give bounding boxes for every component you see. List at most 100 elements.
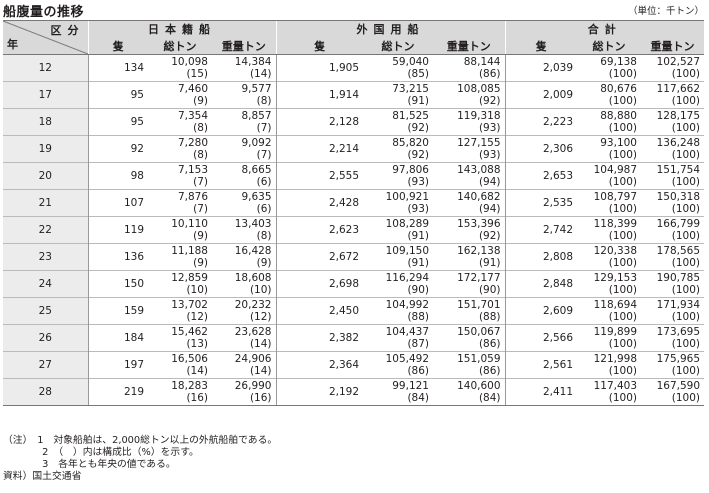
gross-tons-share: (84)	[407, 392, 429, 404]
deadweight-tons-cell: 117,662 (100)	[641, 81, 704, 109]
vessels-cell: 2,535	[504, 189, 577, 217]
deadweight-tons-share: (7)	[256, 149, 272, 161]
year-cell: 26	[3, 324, 88, 352]
gross-tons-cell: 129,153 (100)	[577, 270, 641, 298]
deadweight-tons-value: 166,799	[656, 218, 700, 230]
year-cell: 23	[3, 243, 88, 271]
gross-tons-cell: 11,188 (9)	[148, 243, 212, 271]
gross-tons-share: (100)	[608, 149, 637, 161]
deadweight-tons-value: 167,590	[656, 380, 700, 392]
vessels-cell: 197	[87, 351, 148, 379]
deadweight-tons-share: (14)	[249, 338, 272, 350]
table-row: 23 136 11,188 (9) 16,428 (9) 2,672 109,150 (91) 1…	[3, 243, 704, 271]
gross-tons-value: 97,806	[392, 164, 429, 176]
gross-tons-cell: 7,876 (7)	[148, 189, 212, 217]
gross-tons-share: (100)	[608, 392, 637, 404]
gross-tons-share: (14)	[186, 365, 208, 377]
vessels-cell: 2,672	[275, 243, 363, 271]
gross-tons-value: 120,338	[593, 245, 637, 257]
gross-tons-cell: 16,506 (14)	[148, 351, 212, 379]
gross-tons-cell: 59,040 (85)	[363, 55, 433, 82]
col-header-vessels: 隻	[275, 37, 363, 55]
gross-tons-value: 117,403	[593, 380, 637, 392]
deadweight-tons-cell: 190,785 (100)	[641, 270, 704, 298]
gross-tons-value: 121,998	[593, 353, 637, 365]
gross-tons-value: 10,098	[171, 56, 208, 68]
deadweight-tons-value: 108,085	[457, 83, 501, 95]
deadweight-tons-share: (100)	[671, 149, 700, 161]
gross-tons-cell: 73,215 (91)	[363, 81, 433, 109]
gross-tons-value: 119,899	[593, 326, 637, 338]
year-cell: 12	[3, 54, 88, 82]
gross-tons-cell: 116,294 (90)	[363, 270, 433, 298]
gross-tons-value: 12,859	[171, 272, 208, 284]
deadweight-tons-value: 117,662	[656, 83, 700, 95]
deadweight-tons-share: (90)	[478, 284, 501, 296]
deadweight-tons-share: (94)	[478, 176, 501, 188]
deadweight-tons-cell: 136,248 (100)	[641, 135, 704, 163]
vessels-cell: 2,009	[504, 81, 577, 109]
vessels-cell: 95	[87, 81, 148, 109]
vessels-cell: 159	[87, 297, 148, 325]
table-row: 27 197 16,506 (14) 24,906 (14) 2,364 105,492 (86…	[3, 351, 704, 379]
gross-tons-share: (87)	[407, 338, 429, 350]
gross-tons-cell: 100,921 (93)	[363, 189, 433, 217]
vessels-cell: 150	[87, 270, 148, 298]
table-row: 24 150 12,859 (10) 18,608 (10) 2,698 116,294 (90…	[3, 270, 704, 298]
gross-tons-cell: 108,289 (91)	[363, 216, 433, 244]
deadweight-tons-value: 173,695	[656, 326, 700, 338]
table-row: 25 159 13,702 (12) 20,232 (12) 2,450 104,992 (88…	[3, 297, 704, 325]
table-row: 17 95 7,460 (9) 9,577 (8) 1,914 73,215 (91) 108,0…	[3, 81, 704, 109]
deadweight-tons-cell: 150,318 (100)	[641, 189, 704, 217]
gross-tons-cell: 104,437 (87)	[363, 324, 433, 352]
gross-tons-value: 11,188	[171, 245, 208, 257]
year-cell: 28	[3, 378, 88, 406]
note-3: 3 各年とも年央の値である。	[3, 459, 176, 470]
corner-label-category: 区分	[50, 24, 85, 37]
deadweight-tons-value: 9,092	[241, 137, 272, 149]
gross-tons-share: (88)	[407, 311, 429, 323]
vessels-cell: 136	[87, 243, 148, 271]
gross-tons-value: 18,283	[171, 380, 208, 392]
gross-tons-cell: 118,694 (100)	[577, 297, 641, 325]
deadweight-tons-share: (92)	[478, 230, 501, 242]
deadweight-tons-share: (100)	[671, 203, 700, 215]
vessels-cell: 2,808	[504, 243, 577, 271]
deadweight-tons-value: 136,248	[656, 137, 700, 149]
year-cell: 19	[3, 135, 88, 163]
deadweight-tons-cell: 150,067 (86)	[433, 324, 505, 352]
deadweight-tons-cell: 102,527 (100)	[641, 55, 704, 82]
gross-tons-cell: 12,859 (10)	[148, 270, 212, 298]
gross-tons-share: (100)	[608, 338, 637, 350]
deadweight-tons-share: (8)	[256, 95, 272, 107]
deadweight-tons-value: 9,635	[241, 191, 272, 203]
deadweight-tons-cell: 162,138 (91)	[433, 243, 505, 271]
col-header-vessels: 隻	[87, 37, 148, 55]
deadweight-tons-value: 127,155	[457, 137, 501, 149]
gross-tons-cell: 105,492 (86)	[363, 351, 433, 379]
vessels-cell: 2,742	[504, 216, 577, 244]
gross-tons-share: (100)	[608, 257, 637, 269]
gross-tons-cell: 104,992 (88)	[363, 297, 433, 325]
year-cell: 27	[3, 351, 88, 379]
vessels-cell: 119	[87, 216, 148, 244]
gross-tons-cell: 81,525 (92)	[363, 108, 433, 136]
deadweight-tons-value: 9,577	[241, 83, 272, 95]
deadweight-tons-cell: 9,635 (6)	[212, 189, 276, 217]
gross-tons-value: 7,153	[177, 164, 208, 176]
vessels-cell: 95	[87, 108, 148, 136]
gross-tons-cell: 80,676 (100)	[577, 81, 641, 109]
gross-tons-cell: 118,399 (100)	[577, 216, 641, 244]
table-row: 22 119 10,110 (9) 13,403 (8) 2,623 108,289 (91) 1…	[3, 216, 704, 244]
deadweight-tons-value: 162,138	[457, 245, 501, 257]
gross-tons-value: 7,460	[177, 83, 208, 95]
gross-tons-value: 81,525	[392, 110, 429, 122]
col-header-deadweight-tons: 重量トン	[641, 37, 704, 55]
deadweight-tons-cell: 88,144 (86)	[433, 55, 505, 82]
deadweight-tons-share: (100)	[671, 122, 700, 134]
deadweight-tons-share: (86)	[478, 68, 501, 80]
gross-tons-value: 104,992	[385, 299, 429, 311]
gross-tons-share: (100)	[608, 176, 637, 188]
deadweight-tons-cell: 175,965 (100)	[641, 351, 704, 379]
deadweight-tons-cell: 128,175 (100)	[641, 108, 704, 136]
